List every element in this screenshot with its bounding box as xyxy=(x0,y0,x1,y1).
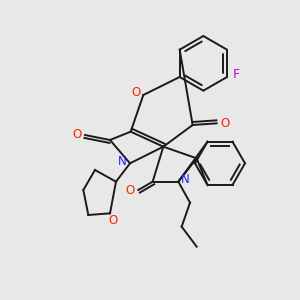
Text: O: O xyxy=(72,128,82,142)
Text: O: O xyxy=(108,214,118,227)
Text: O: O xyxy=(126,184,135,196)
Text: N: N xyxy=(118,155,126,168)
Text: N: N xyxy=(181,173,190,186)
Text: O: O xyxy=(132,86,141,100)
Text: F: F xyxy=(232,68,240,82)
Text: O: O xyxy=(220,117,229,130)
